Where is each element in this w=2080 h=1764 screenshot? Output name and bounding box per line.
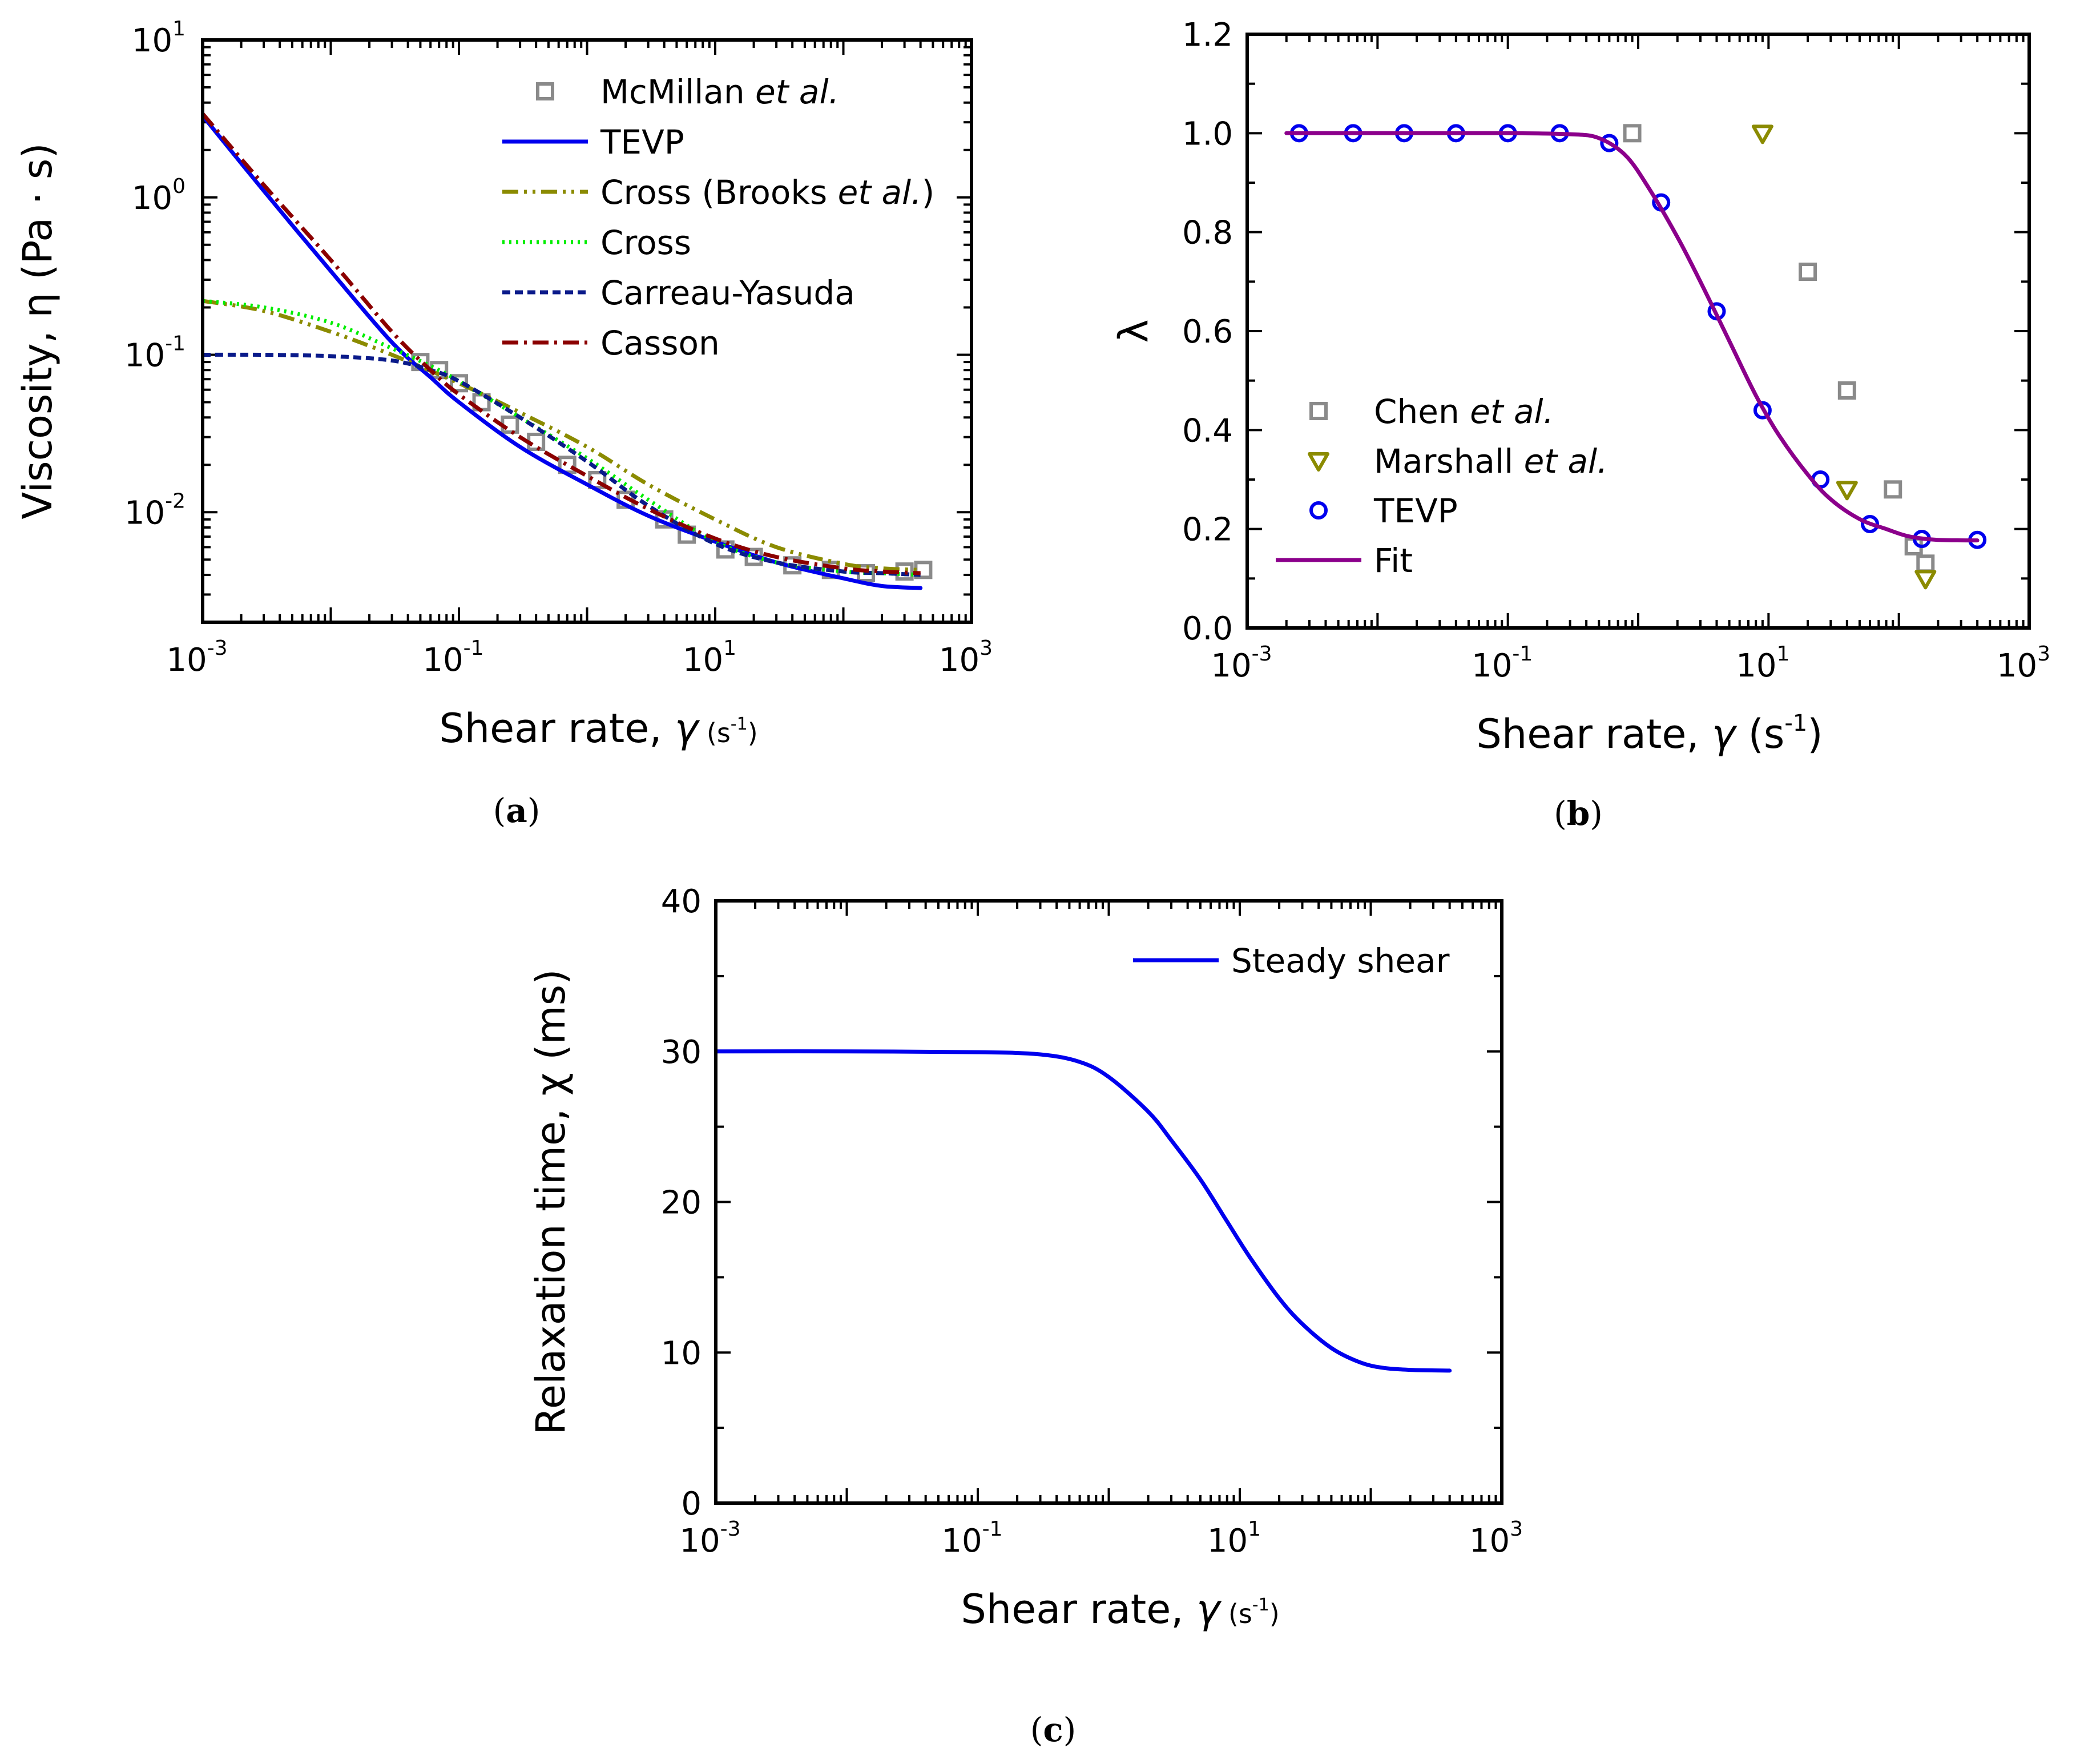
legend-chen-swatch [1309, 402, 1328, 420]
series-marshall-point [1751, 124, 1773, 144]
plot-frame [201, 38, 973, 624]
series-chen-point [1799, 263, 1817, 281]
legend-mcmillan-label: McMillan et al. [600, 73, 839, 111]
legend-cross-label: Cross [600, 223, 691, 262]
legend: Chen et al. Marshall et al. TEVP Fit [1276, 392, 1608, 580]
series-mcmillan-point [588, 470, 607, 489]
y-tick-label: 101 [132, 17, 186, 59]
y-axis-label: Viscosity, η (Pa · s) [14, 143, 61, 519]
y-tick-label: 10 [661, 1335, 702, 1372]
y-tick-label: 0.6 [1182, 313, 1233, 351]
series-cross-brooks-line [203, 299, 921, 572]
series-chen-point [1837, 381, 1856, 400]
legend-fit-label: Fit [1374, 541, 1413, 580]
legend-marshall-swatch [1308, 452, 1329, 472]
x-tick-label: 101 [1207, 1517, 1261, 1560]
series-casson-line [203, 112, 921, 575]
x-tick-label: 101 [683, 637, 736, 679]
series-chen-point [1884, 480, 1902, 499]
panel-caption: (b) [1554, 794, 1603, 833]
y-tick-label: 10-2 [124, 489, 186, 531]
x-tick-label: 103 [1997, 642, 2050, 684]
legend-tevp-swatch [1309, 501, 1328, 519]
legend: McMillan et al. TEVP Cross (Brooks et al.)… [502, 73, 934, 363]
series-carreau-yasuda-line [203, 352, 921, 577]
y-tick-label: 20 [661, 1185, 702, 1222]
y-tick-label: 30 [661, 1034, 702, 1071]
x-axis: 10-3 10-1 101 103 [166, 40, 993, 679]
legend-mcmillan-swatch [536, 82, 554, 100]
y-tick-label: 0.0 [1182, 610, 1233, 647]
legend-cross-brooks-label: Cross (Brooks et al.) [600, 173, 934, 212]
series-chen-point [1916, 554, 1935, 573]
y-axis-label: λ [1110, 319, 1157, 343]
x-axis-label: Shear rate, γ (s-1) [439, 705, 757, 752]
legend: Steady shear [1133, 941, 1450, 980]
y-tick-label: 1.0 [1182, 115, 1233, 152]
series-marshall-point [1914, 570, 1937, 590]
x-axis: 10-3 10-1 101 103 [679, 901, 1523, 1560]
y-tick-label: 100 [132, 175, 186, 217]
series-tevp-point [1753, 401, 1772, 420]
legend-casson-label: Casson [600, 324, 720, 363]
series-steady-shear-line [716, 1049, 1452, 1373]
x-tick-label: 10-1 [422, 637, 483, 679]
series-tevp-point [1600, 134, 1619, 152]
x-tick-label: 10-3 [1211, 642, 1272, 684]
plot-area [716, 1049, 1452, 1373]
legend-marshall-label: Marshall et al. [1374, 442, 1608, 481]
y-axis-label: Relaxation time, χ (ms) [527, 969, 574, 1435]
series-tevp-line [203, 114, 923, 590]
plot-area [1284, 124, 1987, 590]
y-tick-label: 0.4 [1182, 412, 1233, 449]
chart-panel-a: 10-3 10-1 101 103 101 100 10-1 10-2 McMillan et … [14, 17, 993, 830]
panel-caption: (a) [493, 791, 541, 830]
plot-area [203, 112, 933, 590]
y-tick-label: 0.2 [1182, 512, 1233, 549]
y-tick-label: 0 [681, 1485, 702, 1523]
chart-panel-b: 10-3 10-1 101 103 0.0 0.2 0.4 0.6 0.8 1.0 1.2 Chen … [1110, 17, 2050, 833]
legend-carreau-yasuda-label: Carreau-Yasuda [600, 273, 855, 312]
y-axis: 0.0 0.2 0.4 0.6 0.8 1.0 1.2 [1182, 17, 2029, 647]
x-tick-label: 10-3 [166, 637, 227, 679]
y-tick-label: 1.2 [1182, 17, 1233, 54]
legend-steady-shear-label: Steady shear [1231, 941, 1450, 980]
y-tick-label: 10-1 [124, 332, 186, 374]
y-axis: 101 100 10-1 10-2 [124, 17, 972, 623]
x-axis-label: Shear rate, γ (s-1) [961, 1586, 1279, 1633]
series-fit-line [1284, 131, 1980, 543]
series-cross-line [203, 299, 921, 577]
x-tick-label: 103 [939, 637, 993, 679]
y-axis: 0 10 20 30 40 [661, 883, 1502, 1523]
y-tick-label: 0.8 [1182, 215, 1233, 252]
series-chen-point [1623, 124, 1642, 143]
x-axis-label: Shear rate, γ (s-1) [1476, 710, 1823, 758]
plot-frame [714, 899, 1503, 1505]
legend-tevp-label: TEVP [1373, 492, 1458, 530]
series-marshall-point [1836, 481, 1858, 501]
series-mcmillan-point [895, 562, 914, 581]
x-tick-label: 10-1 [941, 1517, 1002, 1560]
x-tick-label: 101 [1736, 642, 1789, 684]
x-tick-label: 103 [1469, 1517, 1523, 1560]
x-tick-label: 10-3 [679, 1517, 740, 1560]
plot-frame [1245, 33, 2031, 630]
chart-panel-c: 10-3 10-1 101 103 0 10 20 30 40 Steady shear Shear… [527, 883, 1523, 1749]
legend-tevp-label: TEVP [600, 123, 684, 162]
legend-chen-label: Chen et al. [1374, 392, 1554, 431]
panel-caption: (c) [1030, 1710, 1077, 1749]
x-tick-label: 10-1 [1472, 642, 1533, 684]
y-tick-label: 40 [661, 883, 702, 920]
